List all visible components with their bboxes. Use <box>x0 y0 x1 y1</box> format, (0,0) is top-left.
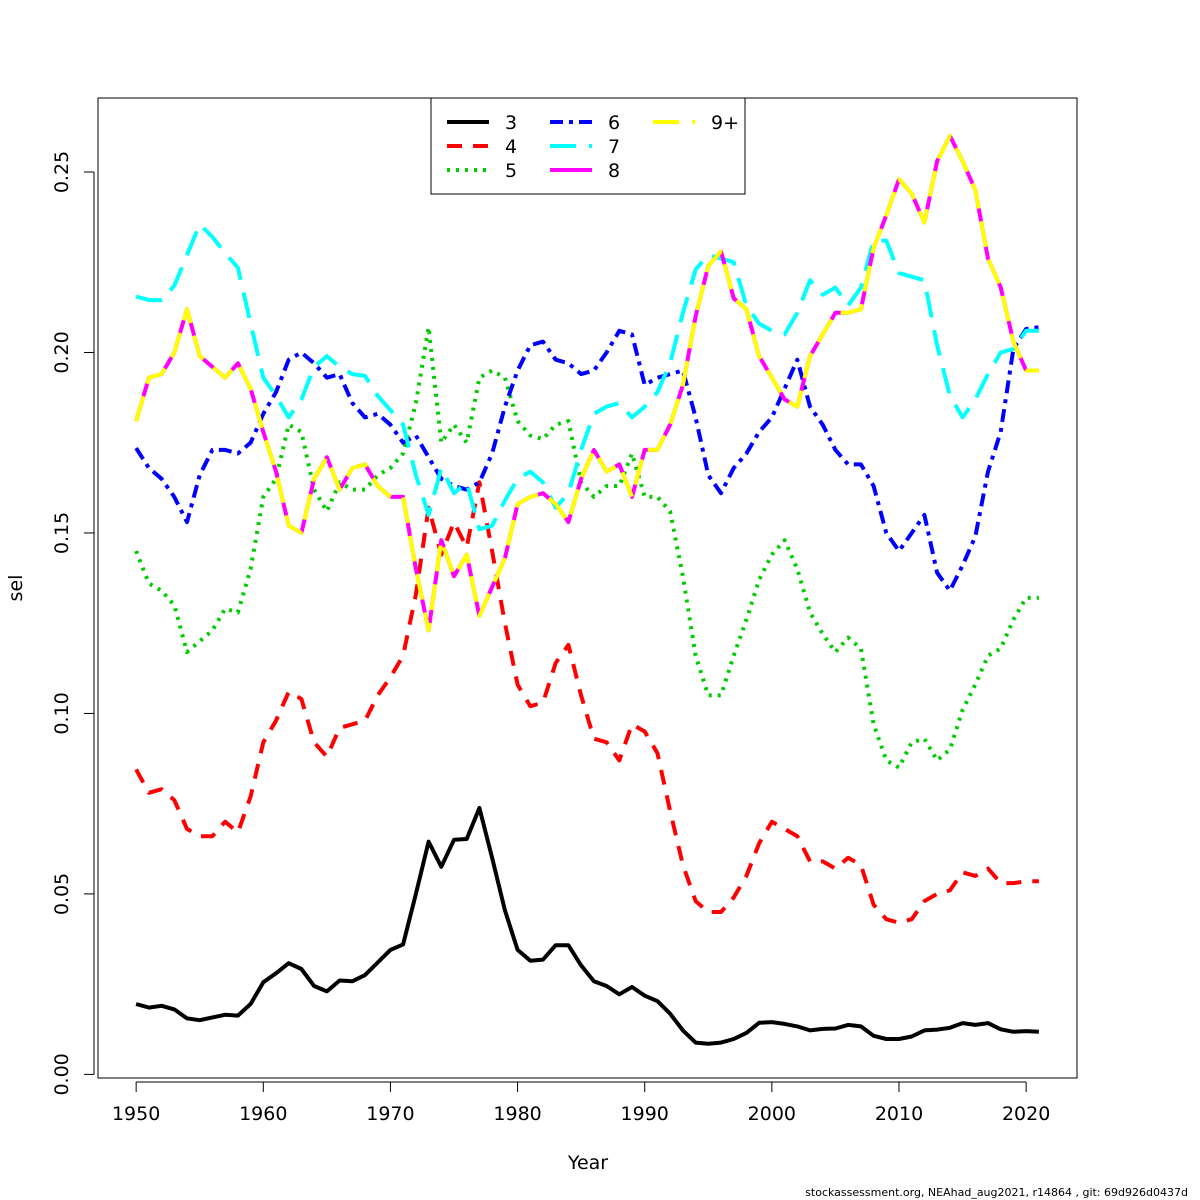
x-tick-label: 1960 <box>239 1103 287 1125</box>
y-tick-label: 0.05 <box>51 873 73 915</box>
series-line-7 <box>134 133 1039 633</box>
x-tick-label: 1990 <box>621 1103 669 1125</box>
legend-label: 6 <box>608 112 620 134</box>
legend-label: 8 <box>608 160 620 182</box>
legend: 345 678 9+ <box>430 97 746 195</box>
legend-label: 9+ <box>711 112 739 134</box>
series-line-4 <box>134 325 1040 593</box>
legend-label: 7 <box>608 136 620 158</box>
legend-label: 4 <box>505 136 517 158</box>
legend-label: 5 <box>505 160 517 182</box>
series-line-6 <box>134 133 1039 633</box>
y-tick-label: 0.20 <box>51 331 73 373</box>
x-tick-label: 1970 <box>366 1103 414 1125</box>
footer-credit: stockassessment.org, NEAhad_aug2021, r14… <box>805 1186 1188 1199</box>
series-line-1 <box>135 806 1040 1046</box>
x-tick-label: 2000 <box>748 1103 796 1125</box>
x-axis: 1950 1960 1970 1980 1990 2000 2010 2020 <box>112 1081 1050 1125</box>
y-axis-label: sel <box>5 575 27 602</box>
plot-frame <box>97 97 1078 1079</box>
y-axis: 0.00 0.05 0.10 0.15 0.20 0.25 <box>51 151 95 1096</box>
legend-label: 3 <box>505 112 517 134</box>
y-tick-label: 0.10 <box>51 692 73 734</box>
y-tick-label: 0.00 <box>51 1053 73 1095</box>
series-line-3 <box>134 325 1039 770</box>
x-tick-label: 1950 <box>112 1103 160 1125</box>
x-tick-label: 1980 <box>493 1103 541 1125</box>
x-axis-label: Year <box>567 1152 608 1174</box>
series-line-5 <box>135 222 1039 532</box>
series-lines <box>134 133 1040 1046</box>
x-tick-label: 2010 <box>875 1103 923 1125</box>
y-tick-label: 0.25 <box>51 151 73 193</box>
y-tick-label: 0.15 <box>51 512 73 554</box>
series-line-2 <box>134 480 1039 925</box>
x-tick-label: 2020 <box>1002 1103 1050 1125</box>
